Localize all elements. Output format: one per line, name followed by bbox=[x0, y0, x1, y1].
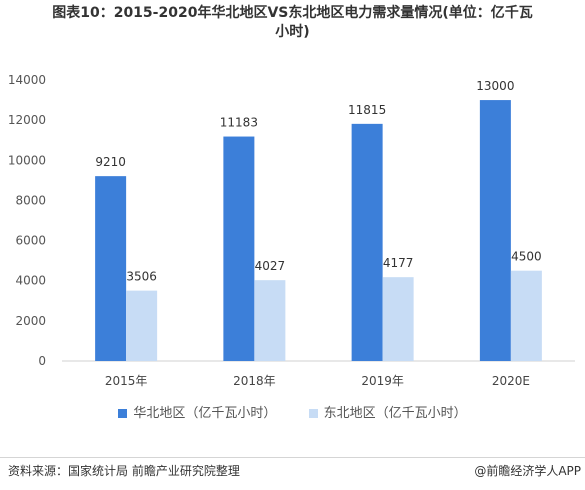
legend-item-north-china: 华北地区（亿千瓦小时） bbox=[118, 402, 276, 421]
data-label: 11183 bbox=[220, 116, 258, 130]
data-label: 13000 bbox=[476, 79, 514, 93]
data-label: 3506 bbox=[126, 270, 157, 284]
y-tick-label: 4000 bbox=[15, 274, 46, 288]
y-tick-label: 12000 bbox=[8, 113, 46, 127]
chart-title: 图表10：2015-2020年华北地区VS东北地区电力需求量情况(单位：亿千瓦 … bbox=[0, 4, 585, 42]
bar-chart: 0 2000 4000 6000 8000 10000 12000 14000 9210 3506… bbox=[8, 73, 575, 388]
credit-note: @前瞻经济学人APP bbox=[474, 464, 581, 478]
data-label: 4177 bbox=[383, 256, 414, 270]
x-category-label: 2020E bbox=[492, 374, 530, 388]
bar-north-china-0 bbox=[95, 176, 127, 361]
bar-north-china-1 bbox=[223, 136, 255, 361]
data-label: 4500 bbox=[511, 250, 542, 264]
footer-divider bbox=[0, 457, 585, 458]
y-tick-label: 14000 bbox=[8, 73, 46, 87]
bar-north-china-3 bbox=[479, 100, 511, 362]
chart-title-line-1: 图表10：2015-2020年华北地区VS东北地区电力需求量情况(单位：亿千瓦 bbox=[52, 5, 533, 21]
y-tick-label: 6000 bbox=[15, 234, 46, 248]
legend-item-northeast: 东北地区（亿千瓦小时） bbox=[308, 402, 467, 421]
bar-northeast-3 bbox=[510, 270, 542, 361]
y-tick-label: 0 bbox=[38, 354, 46, 368]
data-label: 11815 bbox=[348, 103, 386, 117]
legend-swatch-northeast bbox=[308, 409, 318, 418]
x-category-label: 2019年 bbox=[361, 374, 404, 388]
y-tick-label: 10000 bbox=[8, 153, 46, 167]
x-category-label: 2018年 bbox=[233, 374, 276, 388]
data-label: 4027 bbox=[255, 259, 286, 273]
bar-north-china-2 bbox=[351, 123, 383, 361]
legend-label-northeast: 东北地区（亿千瓦小时） bbox=[323, 406, 467, 421]
legend-swatch-north-china bbox=[118, 409, 128, 418]
y-tick-label: 8000 bbox=[15, 193, 46, 207]
bar-northeast-2 bbox=[382, 277, 414, 361]
bar-northeast-1 bbox=[254, 280, 286, 361]
source-note: 资料来源：国家统计局 前瞻产业研究院整理 bbox=[8, 464, 240, 478]
x-category-label: 2015年 bbox=[105, 374, 148, 388]
chart-title-line-2: 小时) bbox=[275, 24, 310, 40]
chart-legend: 华北地区（亿千瓦小时） 东北地区（亿千瓦小时） bbox=[0, 402, 585, 421]
y-tick-label: 2000 bbox=[15, 314, 46, 328]
data-label: 9210 bbox=[95, 155, 126, 169]
legend-label-north-china: 华北地区（亿千瓦小时） bbox=[133, 406, 277, 421]
bar-northeast-0 bbox=[126, 290, 158, 361]
